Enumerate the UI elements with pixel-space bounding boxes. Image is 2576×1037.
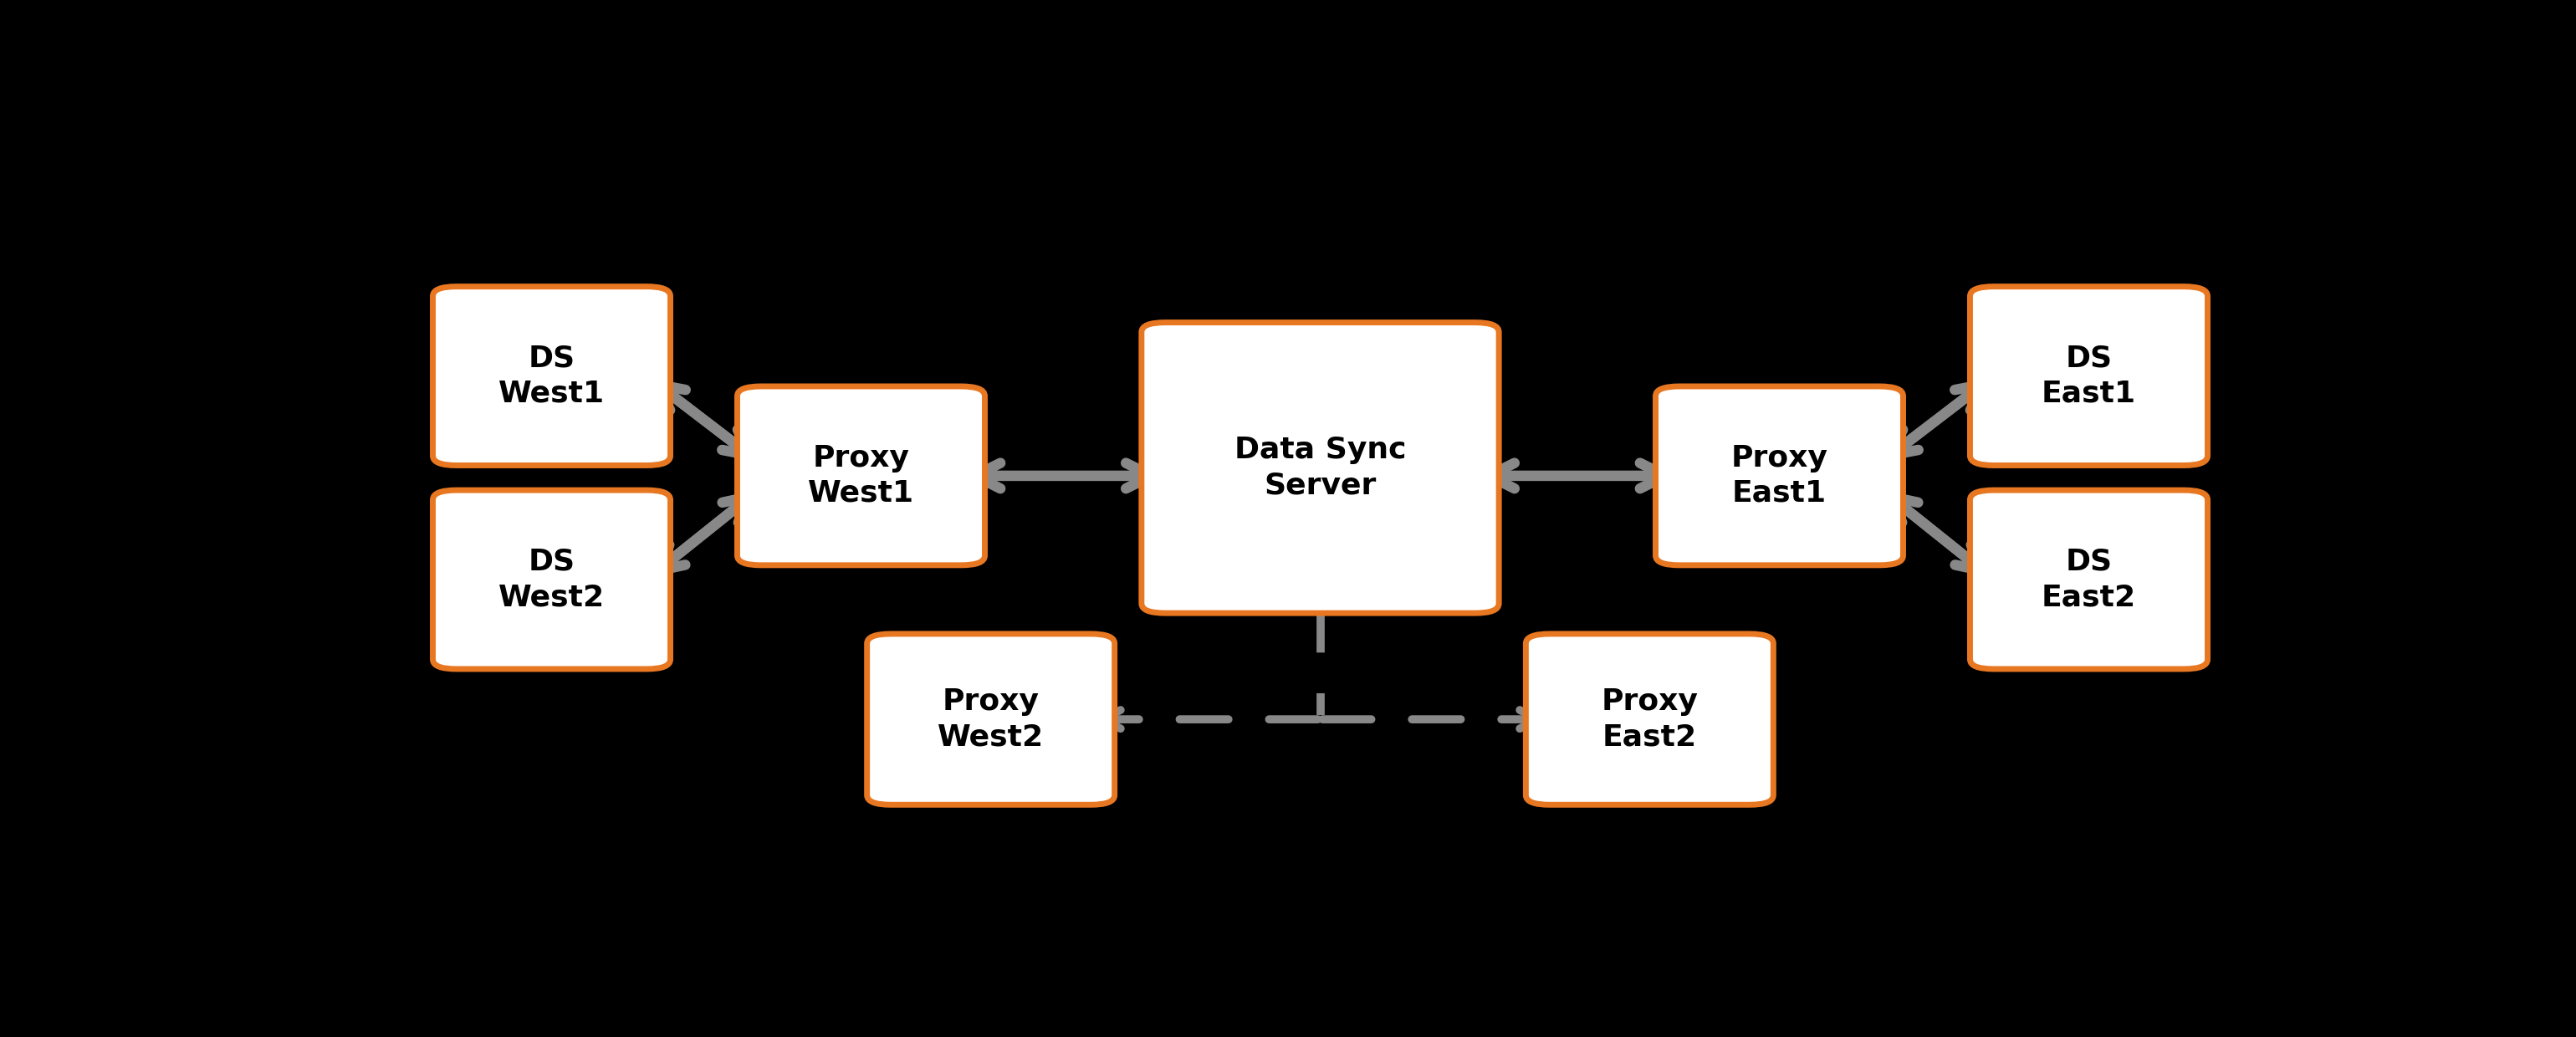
FancyBboxPatch shape [1971,286,2208,466]
Text: Data Sync
Server: Data Sync Server [1234,436,1406,500]
FancyBboxPatch shape [1971,491,2208,669]
FancyBboxPatch shape [868,634,1115,805]
Text: Proxy
West1: Proxy West1 [809,444,914,507]
FancyBboxPatch shape [1525,634,1772,805]
Text: Proxy
West2: Proxy West2 [938,688,1043,751]
FancyBboxPatch shape [737,387,984,565]
Text: DS
West1: DS West1 [497,344,605,408]
Text: Proxy
East1: Proxy East1 [1731,444,1829,507]
FancyBboxPatch shape [433,286,670,466]
FancyBboxPatch shape [433,491,670,669]
FancyBboxPatch shape [1141,323,1499,613]
Text: DS
East2: DS East2 [2043,548,2136,612]
Text: Proxy
East2: Proxy East2 [1602,688,1698,751]
Text: DS
East1: DS East1 [2043,344,2136,408]
Text: DS
West2: DS West2 [497,548,605,612]
FancyBboxPatch shape [1656,387,1904,565]
